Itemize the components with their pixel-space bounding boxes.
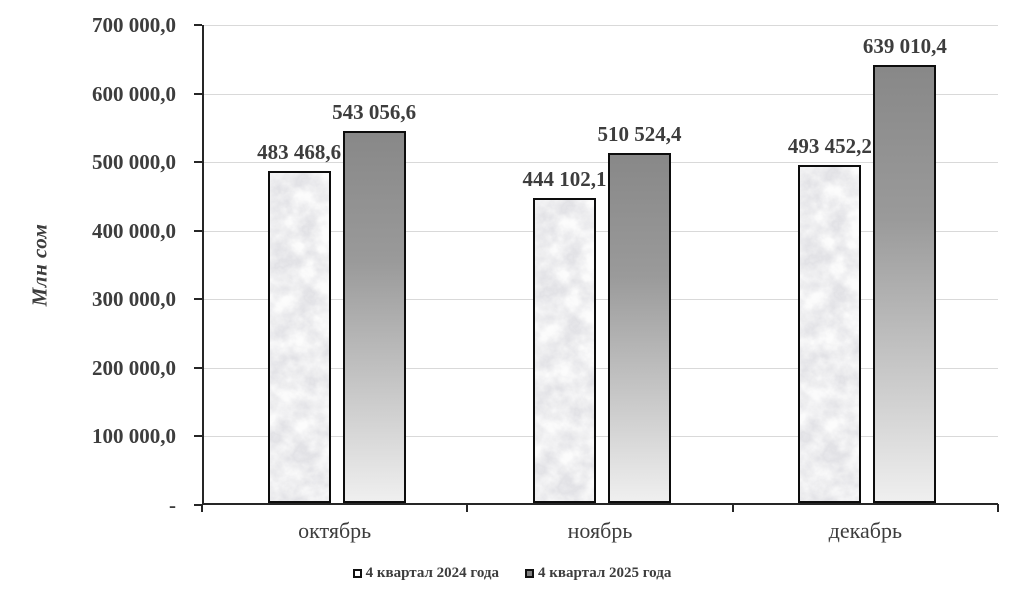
- y-tick-label: -: [169, 493, 176, 517]
- marble-texture: [535, 200, 594, 501]
- x-category-label-декабрь: декабрь: [828, 518, 902, 543]
- gridline: [204, 25, 998, 26]
- y-tick-mark: [194, 504, 202, 506]
- bar-value-label: 543 056,6: [332, 99, 417, 124]
- bar-q4-2025-ноябрь: [608, 152, 671, 503]
- bar-value-label: 483 468,6: [257, 140, 342, 165]
- bar-value-label: 444 102,1: [522, 167, 607, 192]
- legend: 4 квартал 2024 года 4 квартал 2025 года: [0, 565, 1024, 582]
- gridline: [204, 162, 998, 164]
- y-tick-label: 300 000,0: [92, 287, 176, 312]
- gridline: [204, 93, 998, 95]
- plot-area: 483 468,6 543 056,6 444 102,1 510 524,4 493 …: [202, 25, 998, 505]
- legend-marker-icon: [352, 569, 362, 578]
- bar-q4-2025-октябрь: [342, 130, 406, 503]
- y-tick-mark: [194, 298, 202, 301]
- legend-marker-icon: [525, 569, 534, 578]
- bar-q4-2024-октябрь: [267, 171, 331, 503]
- bar-value-label: 510 524,4: [597, 121, 682, 146]
- marble-texture: [800, 166, 860, 501]
- gridline: [204, 367, 998, 369]
- y-tick-mark: [194, 24, 202, 26]
- y-tick-label: 200 000,0: [92, 355, 176, 380]
- y-axis-title: Млн сом: [27, 223, 52, 307]
- y-tick-mark: [194, 435, 202, 438]
- x-tick-mark: [201, 504, 203, 512]
- legend-label: 4 квартал 2025 года: [538, 565, 672, 581]
- x-tick-mark: [731, 504, 734, 512]
- legend-entry-q4-2025: 4 квартал 2025 года: [525, 565, 671, 582]
- bar-value-label: 639 010,4: [862, 33, 947, 58]
- bar-q4-2025-декабрь: [873, 64, 937, 503]
- y-tick-label: 600 000,0: [92, 81, 176, 106]
- marble-texture: [269, 173, 329, 501]
- gridline: [204, 299, 998, 301]
- y-tick-label: 500 000,0: [92, 150, 176, 175]
- x-tick-mark: [997, 504, 999, 512]
- gridline: [204, 230, 998, 232]
- bar-q4-2024-ноябрь: [533, 198, 596, 503]
- bar-value-label: 493 452,2: [787, 133, 872, 158]
- legend-label: 4 квартал 2024 года: [365, 565, 499, 581]
- x-tick-mark: [466, 504, 469, 512]
- y-tick-mark: [194, 229, 202, 232]
- y-tick-label: 700 000,0: [92, 13, 176, 37]
- x-category-label-октябрь: октябрь: [298, 518, 372, 543]
- y-tick-label: 400 000,0: [92, 218, 176, 243]
- y-tick-label: 100 000,0: [92, 424, 176, 449]
- y-tick-mark: [194, 92, 202, 95]
- bar-q4-2024-декабрь: [798, 164, 862, 503]
- y-tick-mark: [194, 366, 202, 369]
- y-tick-mark: [194, 161, 202, 164]
- legend-entry-q4-2024: 4 квартал 2024 года: [352, 565, 499, 582]
- x-category-label-ноябрь: ноябрь: [567, 518, 633, 543]
- gridline: [204, 436, 998, 438]
